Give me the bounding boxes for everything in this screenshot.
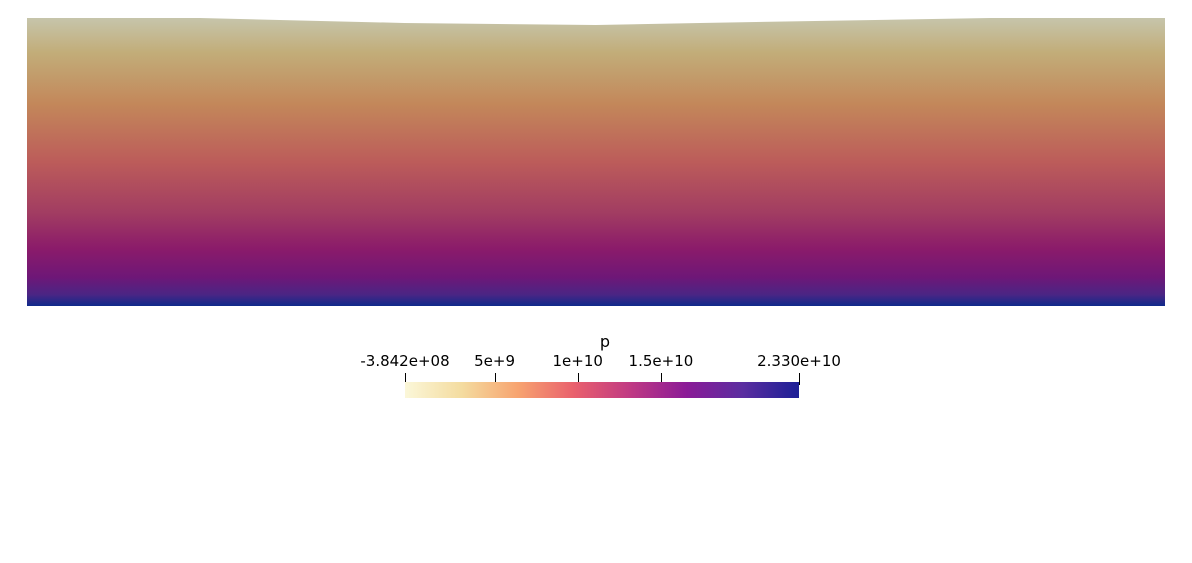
color-legend: p -3.842e+08 5e+9 1e+10 1.5e+10 2.330e+1… bbox=[360, 330, 850, 410]
colorbar-tick-label: -3.842e+08 bbox=[360, 352, 450, 370]
colorbar-tick-mark bbox=[578, 373, 579, 385]
colorbar-tick-mark bbox=[661, 373, 662, 385]
colorbar-tick-label: 1e+10 bbox=[552, 352, 603, 370]
colorbar-tick-label: 1.5e+10 bbox=[628, 352, 694, 370]
colorbar-tick-label: 5e+9 bbox=[474, 352, 516, 370]
colorbar-tick-label: 2.330e+10 bbox=[757, 352, 841, 370]
colorbar-tick-mark bbox=[495, 373, 496, 385]
pressure-field-domain bbox=[27, 18, 1165, 306]
colorbar-ticks bbox=[360, 373, 850, 385]
colorbar-title: p bbox=[599, 332, 611, 351]
colorbar-tick-mark bbox=[799, 373, 800, 385]
colorbar-gradient bbox=[405, 382, 799, 398]
colorbar-tick-mark bbox=[405, 373, 406, 385]
colorbar-tick-labels: -3.842e+08 5e+9 1e+10 1.5e+10 2.330e+10 bbox=[360, 352, 850, 372]
